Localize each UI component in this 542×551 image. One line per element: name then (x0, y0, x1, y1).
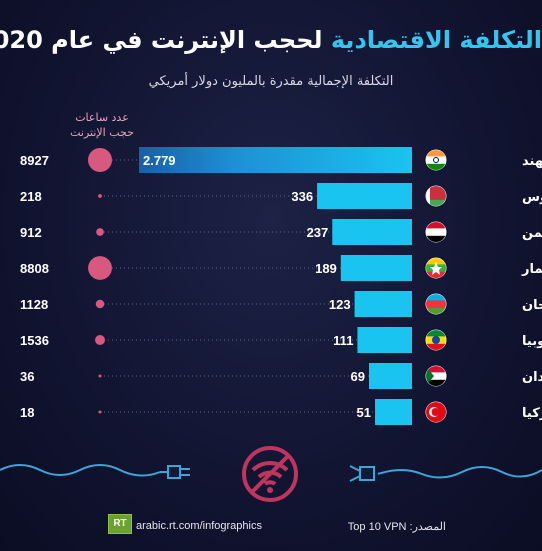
country-label: إثيوبيا (522, 334, 542, 349)
title-rest: لحجب الإنترنت في عام 2020 (0, 26, 323, 54)
plug-icon (167, 465, 181, 479)
bar-value-label: 111 (333, 333, 353, 348)
hours-value-label: 8808 (20, 261, 49, 276)
flag-graphic (426, 186, 446, 206)
bar (139, 147, 412, 173)
title-highlight: التكلفة الاقتصادية (330, 26, 542, 54)
hours-bubble (98, 374, 102, 378)
bar (354, 291, 412, 317)
country-label: الهند (522, 154, 542, 169)
hours-value-label: 912 (20, 225, 42, 240)
bar-value-label: 189 (315, 261, 337, 276)
flag-graphic (426, 258, 446, 278)
bar-value-label: 2.779 (143, 153, 176, 168)
bar-value-label: 51 (357, 405, 371, 420)
flag-graphic (426, 150, 446, 170)
hours-value-label: 1128 (20, 297, 48, 312)
hours-bubble (88, 256, 112, 280)
flag-graphic (426, 402, 446, 422)
country-label: أذربيجان (522, 296, 542, 313)
bar (368, 363, 412, 389)
country-label: اليمن (522, 226, 542, 241)
footer-url[interactable]: arabic.rt.com/infographics (136, 520, 262, 532)
bar-value-label: 336 (291, 189, 313, 204)
bar-value-label: 123 (329, 297, 351, 312)
bar-value-label: 237 (307, 225, 329, 240)
hours-bubble (95, 335, 105, 345)
country-label: ميانمار (521, 262, 542, 277)
no-wifi-icon (242, 446, 298, 502)
country-label: تركيا (522, 406, 542, 421)
bar (332, 219, 412, 245)
hours-column-label: عدد ساعات حجب الإنترنت (70, 111, 134, 139)
flag-graphic (426, 222, 446, 242)
chart-subtitle: التكلفة الإجمالية مقدرة بالمليون دولار أ… (148, 74, 394, 89)
hours-bubble (88, 148, 112, 172)
hours-bubble (98, 194, 102, 198)
hours-value-label: 218 (20, 189, 42, 204)
hours-bubble (98, 410, 102, 414)
country-label: السودان (522, 370, 542, 385)
socket-icon (359, 466, 375, 481)
bar (340, 255, 412, 281)
bar (357, 327, 412, 353)
footer-source: المصدر: Top 10 VPN (347, 521, 446, 533)
hours-value-label: 18 (20, 405, 34, 420)
hours-value-label: 36 (20, 369, 34, 384)
flag-graphic (426, 330, 446, 350)
bar-value-label: 69 (351, 369, 365, 384)
hours-value-label: 8927 (20, 153, 49, 168)
hours-bubble (95, 299, 105, 309)
hours-value-label: 1536 (20, 333, 49, 348)
cable-decoration (0, 464, 542, 482)
chart-title: التكلفة الاقتصادية لحجب الإنترنت في عام … (0, 26, 542, 54)
bar (375, 399, 412, 425)
rt-logo: RT (108, 514, 132, 534)
hours-bubble (96, 228, 104, 236)
flag-graphic (426, 294, 446, 314)
country-label: بيلاروس (522, 190, 542, 205)
bar (317, 183, 412, 209)
